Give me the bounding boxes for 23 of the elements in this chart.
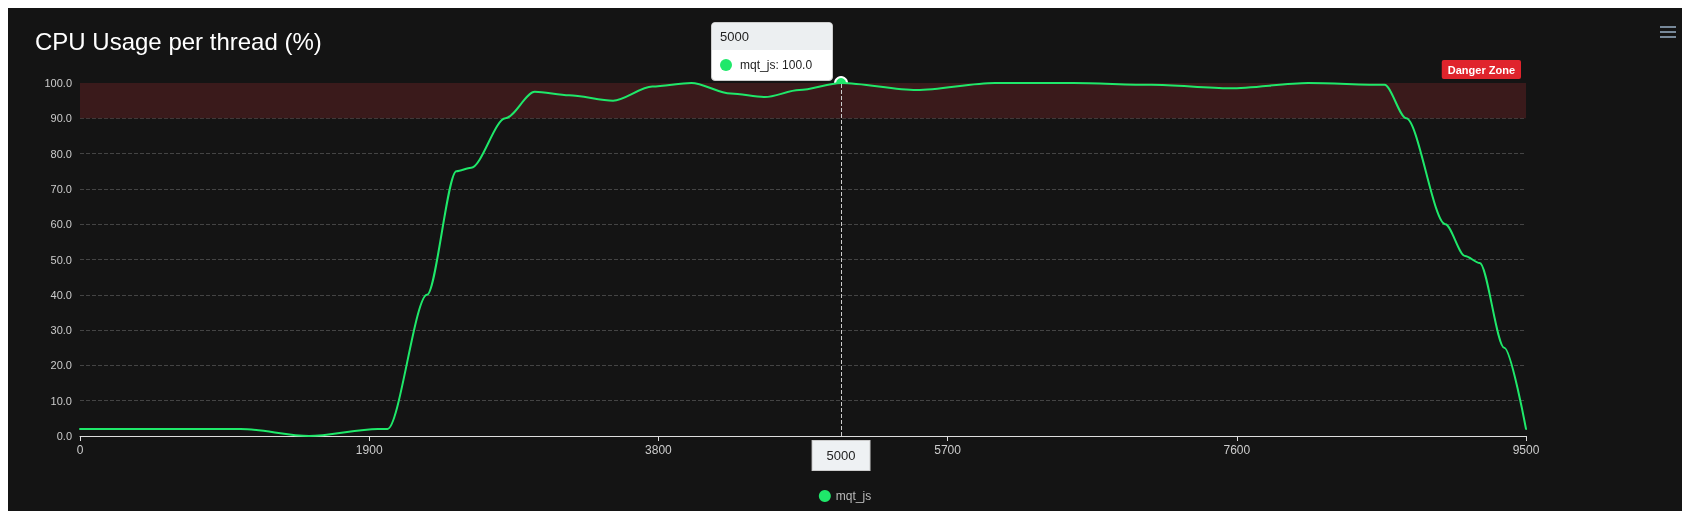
x-tick-label: 5700 — [934, 443, 962, 457]
y-tick-label: 50.0 — [50, 253, 72, 266]
y-tick-label: 80.0 — [50, 147, 72, 160]
y-tick-label: 30.0 — [50, 324, 72, 337]
x-tick-label: 0 — [76, 443, 84, 457]
text: mqt_js: 100.0 — [740, 58, 813, 72]
text: 5000 — [712, 23, 833, 50]
x-tick-label: 9500 — [1512, 443, 1540, 457]
y-tick-label: 20.0 — [50, 359, 72, 372]
y-tick-label: 10.0 — [50, 394, 72, 407]
chart-title: CPU Usage per thread (%) — [35, 27, 322, 55]
y-tick-label: 60.0 — [50, 218, 72, 231]
band-label: Danger Zone — [1447, 63, 1515, 76]
x-tick-label: 7600 — [1223, 443, 1251, 457]
x-tick-label: 3800 — [645, 443, 673, 457]
y-tick-label: 70.0 — [50, 182, 72, 195]
y-tick-label: 0.0 — [56, 430, 72, 442]
y-tick-label: 100.0 — [44, 77, 72, 89]
y-tick-label: 90.0 — [50, 112, 72, 125]
ref-line-label: 5000 — [826, 448, 856, 463]
x-tick-label: 1900 — [355, 443, 383, 457]
legend-label: mqt_js — [835, 489, 872, 503]
y-tick-label: 40.0 — [50, 288, 72, 301]
